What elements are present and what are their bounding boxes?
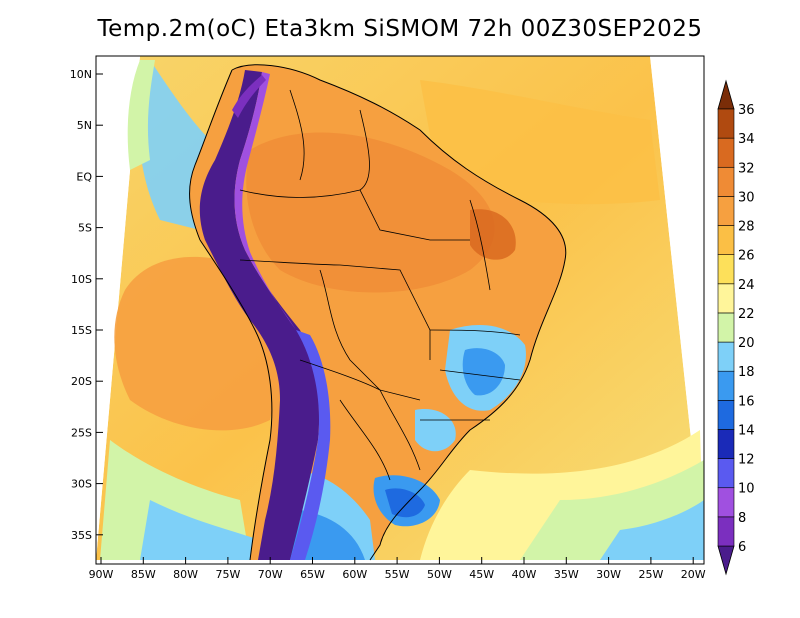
pacific-warm-region (114, 256, 274, 431)
colorbar-swatch (717, 108, 735, 139)
colorbar-label: 12 (738, 453, 755, 468)
lon-tick-label: 90W (89, 568, 114, 581)
lon-tick-label: 60W (342, 568, 367, 581)
country-borders (239, 89, 521, 481)
colorbar-swatch (717, 516, 735, 547)
lat-tick-label: 5S (78, 222, 92, 235)
colorbar-label: 32 (738, 161, 755, 176)
lon-tick-label: 75W (215, 568, 240, 581)
colorbar-label: 8 (738, 511, 746, 526)
colorbar-label: 10 (738, 482, 755, 497)
temperature-colorbar: 6 8 10 12 14 16 18 20 22 24 26 28 30 32 34 36 (717, 79, 755, 576)
colorbar-swatch (717, 254, 735, 285)
colorbar-label: 16 (738, 394, 755, 409)
longitude-axis: 90W 85W 80W 75W 70W 65W 60W 55W 50W 45W 40W 35W 30W 2… (89, 557, 706, 581)
colorbar-label: 30 (738, 190, 755, 205)
colorbar-label: 34 (738, 132, 755, 147)
colorbar-swatch (717, 487, 735, 518)
colorbar-label: 20 (738, 336, 755, 351)
lat-tick-label: 10N (70, 68, 92, 81)
lon-tick-label: 80W (173, 568, 198, 581)
colorbar-label: 24 (738, 278, 755, 293)
colorbar-swatch (717, 400, 735, 430)
colorbar-min-arrow (717, 545, 735, 576)
lon-tick-label: 55W (385, 568, 410, 581)
lon-tick-label: 25W (638, 568, 663, 581)
colorbar-swatch (717, 370, 735, 401)
colorbar-max-arrow (717, 79, 735, 110)
colorbar-label: 26 (738, 249, 755, 264)
map-title: Temp.2m(oC) Eta3km SiSMOM 72h 00Z30SEP20… (97, 16, 703, 42)
lon-tick-label: 70W (258, 568, 283, 581)
colorbar-swatch (717, 137, 735, 168)
latitude-axis: 10N 5N EQ 5S 10S 15S 20S 25S 30S 35S (70, 68, 103, 542)
colorbar-label: 28 (738, 220, 755, 235)
colorbar-swatch (717, 312, 735, 343)
lat-tick-label: 10S (71, 273, 92, 286)
colorbar-label: 36 (738, 103, 755, 118)
lon-tick-label: 50W (427, 568, 452, 581)
colorbar-swatch (717, 429, 735, 459)
lat-tick-label: 30S (71, 478, 92, 491)
coastline (231, 64, 567, 561)
lon-tick-label: 65W (300, 568, 325, 581)
lon-tick-label: 85W (131, 568, 156, 581)
lat-tick-label: EQ (76, 170, 92, 183)
colorbar-label: 6 (738, 540, 746, 555)
colorbar-swatch (717, 458, 735, 489)
map-frame (95, 55, 705, 565)
colorbar-swatch (717, 283, 735, 314)
lat-tick-label: 15S (71, 324, 92, 337)
colorbar-label: 22 (738, 307, 755, 322)
andes-cold-strip (199, 70, 320, 560)
lon-tick-label: 20W (681, 568, 706, 581)
colorbar-swatch (717, 225, 735, 255)
map-field (96, 56, 704, 561)
lon-tick-label: 40W (512, 568, 537, 581)
lat-tick-label: 35S (71, 529, 92, 542)
colorbar-label: 18 (738, 365, 755, 380)
colorbar-label: 14 (738, 423, 755, 438)
colorbar-swatch (717, 341, 735, 372)
lat-tick-label: 5N (77, 119, 92, 132)
colorbar-swatch (717, 166, 735, 197)
lat-tick-label: 20S (71, 375, 92, 388)
lon-tick-label: 35W (554, 568, 579, 581)
lon-tick-label: 45W (469, 568, 494, 581)
lon-tick-label: 30W (596, 568, 621, 581)
lat-tick-label: 25S (71, 426, 92, 439)
colorbar-swatch (717, 196, 735, 226)
